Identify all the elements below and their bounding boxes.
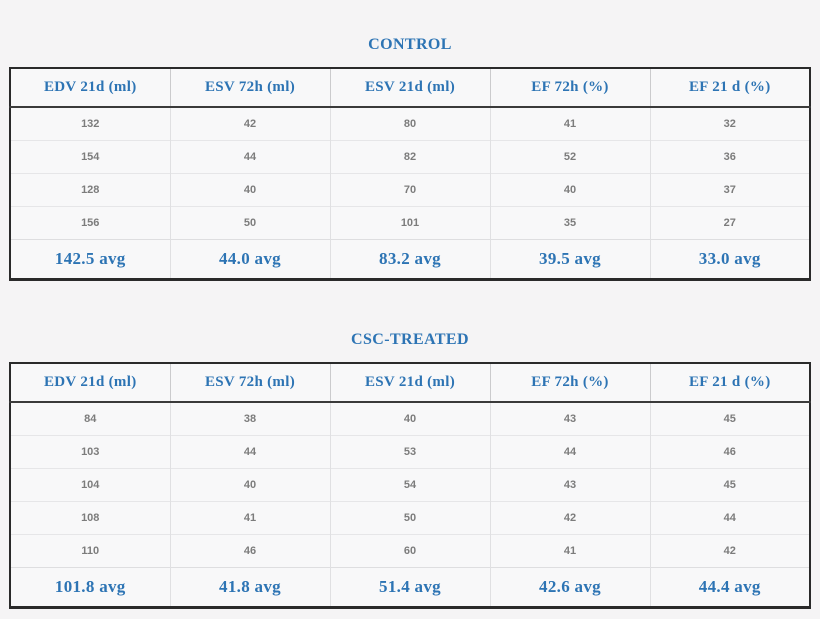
column-header: EF 21 d (%) bbox=[649, 68, 810, 108]
data-cell: 43 bbox=[489, 468, 650, 502]
data-cell: 40 bbox=[169, 173, 330, 207]
data-cell: 37 bbox=[649, 173, 810, 207]
header-row: EDV 21d (ml) ESV 72h (ml) ESV 21d (ml) EF 7… bbox=[10, 363, 810, 403]
data-cell: 54 bbox=[329, 468, 490, 502]
data-cell: 44 bbox=[169, 435, 330, 469]
table-row: 84 38 40 43 45 bbox=[10, 402, 810, 436]
csc-treated-table-body: 84 38 40 43 45 103 44 53 44 46 104 40 54 43 45 108 41 50 4… bbox=[10, 402, 810, 568]
table-row: 104 40 54 43 45 bbox=[10, 468, 810, 502]
data-cell: 45 bbox=[649, 402, 810, 436]
control-section: CONTROL EDV 21d (ml) ESV 72h (ml) ESV 21d … bbox=[0, 0, 820, 281]
table-row: 156 50 101 35 27 bbox=[10, 206, 810, 240]
column-header: EF 21 d (%) bbox=[649, 363, 810, 403]
data-cell: 80 bbox=[329, 107, 490, 141]
column-header: EDV 21d (ml) bbox=[10, 68, 170, 108]
averages-row: 142.5 avg 44.0 avg 83.2 avg 39.5 avg 33.0 av… bbox=[10, 239, 810, 280]
column-header: EF 72h (%) bbox=[489, 363, 650, 403]
data-cell: 103 bbox=[10, 435, 170, 469]
data-cell: 104 bbox=[10, 468, 170, 502]
data-cell: 44 bbox=[169, 140, 330, 174]
data-cell: 36 bbox=[649, 140, 810, 174]
data-cell: 50 bbox=[329, 501, 490, 535]
average-cell: 101.8 avg bbox=[10, 567, 170, 608]
data-cell: 42 bbox=[489, 501, 650, 535]
data-cell: 82 bbox=[329, 140, 490, 174]
data-cell: 45 bbox=[649, 468, 810, 502]
average-cell: 33.0 avg bbox=[649, 239, 810, 280]
column-header: EDV 21d (ml) bbox=[10, 363, 170, 403]
average-cell: 83.2 avg bbox=[329, 239, 490, 280]
data-cell: 35 bbox=[489, 206, 650, 240]
data-cell: 41 bbox=[489, 534, 650, 568]
table-row: 103 44 53 44 46 bbox=[10, 435, 810, 469]
csc-treated-table-head: EDV 21d (ml) ESV 72h (ml) ESV 21d (ml) EF 7… bbox=[10, 363, 810, 403]
data-cell: 32 bbox=[649, 107, 810, 141]
average-cell: 41.8 avg bbox=[169, 567, 330, 608]
data-cell: 154 bbox=[10, 140, 170, 174]
data-cell: 43 bbox=[489, 402, 650, 436]
data-cell: 46 bbox=[649, 435, 810, 469]
data-cell: 110 bbox=[10, 534, 170, 568]
data-cell: 101 bbox=[329, 206, 490, 240]
header-row: EDV 21d (ml) ESV 72h (ml) ESV 21d (ml) EF 7… bbox=[10, 68, 810, 108]
csc-treated-section: CSC-TREATED EDV 21d (ml) ESV 72h (ml) ESV … bbox=[0, 281, 820, 609]
control-table: EDV 21d (ml) ESV 72h (ml) ESV 21d (ml) EF 7… bbox=[9, 67, 811, 281]
data-cell: 40 bbox=[489, 173, 650, 207]
table-row: 132 42 80 41 32 bbox=[10, 107, 810, 141]
data-cell: 53 bbox=[329, 435, 490, 469]
column-header: EF 72h (%) bbox=[489, 68, 650, 108]
column-header: ESV 72h (ml) bbox=[169, 68, 330, 108]
data-cell: 52 bbox=[489, 140, 650, 174]
control-table-body: 132 42 80 41 32 154 44 82 52 36 128 40 70 40 37 156 50 10… bbox=[10, 107, 810, 240]
control-table-foot: 142.5 avg 44.0 avg 83.2 avg 39.5 avg 33.0 av… bbox=[10, 239, 810, 280]
average-cell: 44.0 avg bbox=[169, 239, 330, 280]
data-cell: 27 bbox=[649, 206, 810, 240]
column-header: ESV 21d (ml) bbox=[329, 68, 490, 108]
average-cell: 142.5 avg bbox=[10, 239, 170, 280]
data-cell: 132 bbox=[81, 118, 100, 130]
average-cell: 51.4 avg bbox=[329, 567, 490, 608]
data-cell: 40 bbox=[329, 402, 490, 436]
data-cell: 50 bbox=[169, 206, 330, 240]
data-cell: 42 bbox=[169, 107, 330, 141]
average-cell: 39.5 avg bbox=[489, 239, 650, 280]
data-cell: 128 bbox=[10, 173, 170, 207]
data-cell: 41 bbox=[169, 501, 330, 535]
column-header: ESV 72h (ml) bbox=[169, 363, 330, 403]
data-cell: 44 bbox=[649, 501, 810, 535]
table-row: 154 44 82 52 36 bbox=[10, 140, 810, 174]
csc-treated-table-foot: 101.8 avg 41.8 avg 51.4 avg 42.6 avg 44.4 av… bbox=[10, 567, 810, 608]
csc-treated-table-title: CSC-TREATED bbox=[351, 331, 469, 348]
table-row: 108 41 50 42 44 bbox=[10, 501, 810, 535]
data-cell: 108 bbox=[10, 501, 170, 535]
data-cell: 156 bbox=[10, 206, 170, 240]
average-cell: 42.6 avg bbox=[489, 567, 650, 608]
csc-treated-table: EDV 21d (ml) ESV 72h (ml) ESV 21d (ml) EF 7… bbox=[9, 362, 811, 609]
data-cell: 70 bbox=[329, 173, 490, 207]
data-cell: 84 bbox=[84, 413, 97, 425]
average-cell: 44.4 avg bbox=[649, 567, 810, 608]
data-cell: 40 bbox=[169, 468, 330, 502]
averages-row: 101.8 avg 41.8 avg 51.4 avg 42.6 avg 44.4 av… bbox=[10, 567, 810, 608]
table-row: 128 40 70 40 37 bbox=[10, 173, 810, 207]
column-header: ESV 21d (ml) bbox=[329, 363, 490, 403]
data-cell: 46 bbox=[169, 534, 330, 568]
data-cell: 42 bbox=[649, 534, 810, 568]
data-cell: 60 bbox=[329, 534, 490, 568]
control-table-title: CONTROL bbox=[368, 36, 452, 53]
control-table-head: EDV 21d (ml) ESV 72h (ml) ESV 21d (ml) EF 7… bbox=[10, 68, 810, 108]
data-cell: 38 bbox=[169, 402, 330, 436]
table-row: 110 46 60 41 42 bbox=[10, 534, 810, 568]
data-cell: 44 bbox=[489, 435, 650, 469]
data-cell: 41 bbox=[489, 107, 650, 141]
